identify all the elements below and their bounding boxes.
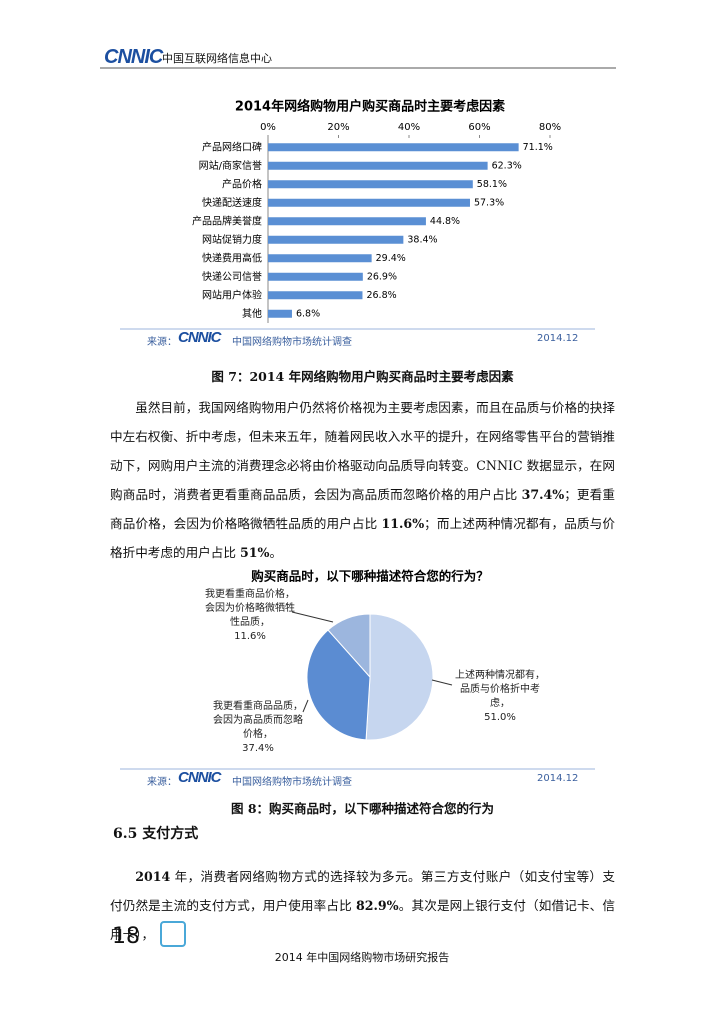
source-logo: CNNIC <box>178 329 221 346</box>
page-number: 18 <box>112 924 140 949</box>
category-label: 产品品牌美誉度 <box>192 214 262 227</box>
x-tick-label: 40% <box>398 122 420 133</box>
value-label: 38.4% <box>407 234 437 245</box>
source-date: 2014.12 <box>537 773 579 784</box>
pie-slice <box>327 613 371 679</box>
pie-value-label: 11.6% <box>234 631 266 642</box>
pie-category: 上述两种情况都有，品质与价格折中考虑， <box>455 670 545 709</box>
pie-value-label: 37.4% <box>242 743 274 754</box>
pie-slice <box>306 629 371 741</box>
bar <box>268 291 363 300</box>
text: ；而上述两种情况都有，品质与价格折中考虑的用户占比 <box>110 516 615 560</box>
paragraph: 2014 年，消费者网络购物方式的选择较为多元。第三方支付账户（如支付宝等）支付… <box>110 862 615 949</box>
value-label: 44.8% <box>430 216 460 227</box>
source-logo: CNNIC <box>178 769 221 786</box>
pie-label: 上述两种情况都有，品质与价格折中考虑， 51.0% <box>454 669 546 725</box>
bold-text: 51% <box>239 545 270 560</box>
pie-value-label: 51.0% <box>484 712 516 723</box>
bar <box>268 254 372 263</box>
value-label: 6.8% <box>296 308 320 319</box>
value-label: 29.4% <box>376 253 406 264</box>
category-label: 快递配送速度 <box>202 196 262 209</box>
category-label: 产品价格 <box>222 177 262 190</box>
chart-title: 2014年网络购物用户购买商品时主要考虑因素 <box>235 99 505 115</box>
category-label: 其他 <box>242 307 262 320</box>
leader-line <box>291 611 334 623</box>
value-label: 57.3% <box>474 197 504 208</box>
category-label: 产品网络口碑 <box>202 140 262 153</box>
text: 虽然目前，我国网络购物用户仍然将价格视为主要考虑因素，而且在品质与价格的抉择中左… <box>110 400 615 502</box>
value-label: 58.1% <box>477 179 507 190</box>
text: 年，消费者网络购物方式的选择较为多元。第三方支付账户（如支付宝等）支付仍然是主流… <box>110 869 615 913</box>
org-name: 中国互联网络信息中心 <box>162 52 272 65</box>
source: 中国网络购物市场统计调查 <box>232 337 352 348</box>
bar <box>268 235 404 244</box>
category-label: 快递公司信誉 <box>202 270 262 283</box>
bar <box>268 180 473 189</box>
text: 。 <box>269 545 283 560</box>
bar <box>268 217 426 226</box>
bold-text: 82.9% <box>355 898 399 913</box>
value-label: 71.1% <box>523 142 553 153</box>
bold-text: 2014 <box>135 869 171 884</box>
x-tick-label: 60% <box>468 122 490 133</box>
bar <box>268 272 363 281</box>
source-prefix: 来源： <box>147 777 177 788</box>
value-label: 62.3% <box>492 160 522 171</box>
paragraph: 虽然目前，我国网络购物用户仍然将价格视为主要考虑因素，而且在品质与价格的抉择中左… <box>110 393 615 567</box>
bold-text: 11.6% <box>381 516 425 531</box>
source-prefix: 来源： <box>147 337 177 348</box>
source: 中国网络购物市场统计调查 <box>232 777 352 788</box>
caption: 图 8：购买商品时，以下哪种描述符合您的行为 <box>230 801 495 816</box>
x-tick-label: 80% <box>539 122 561 133</box>
chart-title: 购买商品时，以下哪种描述符合您的行为？ <box>251 569 489 584</box>
caption: 图 7：2014 年网络购物用户购买商品时主要考虑因素 <box>211 369 514 384</box>
value-label: 26.9% <box>367 271 397 282</box>
section-heading: 6.5 支付方式 <box>113 826 199 842</box>
x-tick-label: 0% <box>260 122 276 133</box>
bar <box>268 143 519 152</box>
bar <box>268 198 470 207</box>
x-tick-label: 20% <box>327 122 349 133</box>
bold-text: 37.4% <box>521 487 565 502</box>
value-label: 26.8% <box>366 290 396 301</box>
text: ；更看重商品价格，会因为价格略微牺牲品质的用户占比 <box>110 487 615 531</box>
bar <box>268 161 488 170</box>
pie-label: 我更看重商品品质，会因为高品质而忽略价格， 37.4% <box>212 700 304 756</box>
leader-line <box>431 679 453 686</box>
bar <box>268 309 292 318</box>
logo: CNNIC <box>104 46 163 68</box>
footer-title: 2014 年中国网络购物市场研究报告 <box>274 951 450 964</box>
pie-slice <box>365 613 434 741</box>
pie-label: 我更看重商品价格，会因为价格略微牺牲性品质， 11.6% <box>204 588 296 644</box>
category-label: 网站/商家信誉 <box>199 159 262 172</box>
category-label: 网站用户体验 <box>202 288 262 301</box>
source-date: 2014.12 <box>537 333 579 344</box>
category-label: 快递费用高低 <box>202 251 262 264</box>
pie-category: 我更看重商品品质，会因为高品质而忽略价格， <box>213 701 303 740</box>
pie-category: 我更看重商品价格，会因为价格略微牺牲性品质， <box>205 589 295 628</box>
text: 。其次是网上银行支付（如借记卡、信用卡）， <box>110 898 616 942</box>
category-label: 网站促销力度 <box>202 233 262 246</box>
icon <box>160 921 186 947</box>
